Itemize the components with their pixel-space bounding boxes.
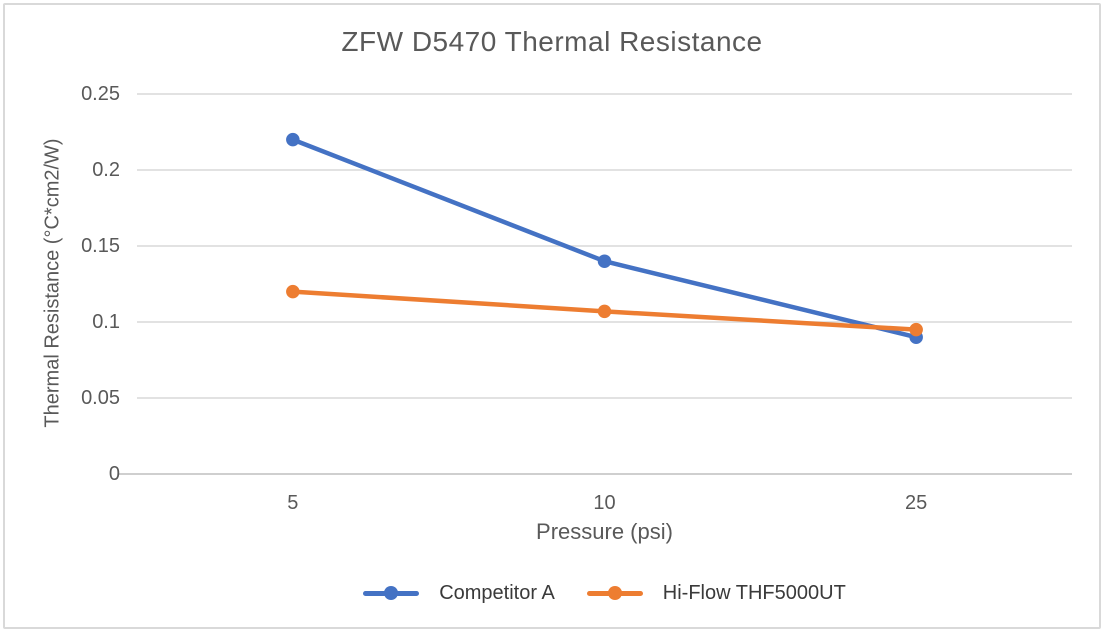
y-tick-label: 0.1	[92, 311, 120, 333]
data-point-series-0	[597, 254, 612, 268]
data-point-series-1	[909, 322, 923, 337]
x-tick-label: 10	[593, 492, 616, 514]
y-tick-label: 0.15	[81, 235, 120, 257]
legend-dot-icon	[384, 586, 399, 600]
chart-title: ZFW D5470 Thermal Resistance	[341, 26, 763, 57]
x-tick-label: 25	[905, 492, 928, 514]
legend-dot-icon	[607, 586, 622, 600]
legend: Competitor A Hi-Flow THF5000UT	[137, 578, 1072, 608]
legend-item-0: Competitor A	[363, 582, 555, 605]
legend-item-1: Hi-Flow THF5000UT	[586, 581, 846, 605]
y-tick-label: 0.25	[81, 83, 120, 105]
data-point-series-0	[286, 132, 300, 147]
legend-label: Competitor A	[439, 581, 555, 604]
y-tick-label: 0	[108, 463, 120, 485]
x-axis-title: Pressure (psi)	[536, 519, 673, 544]
legend-marker-icon	[363, 586, 420, 600]
y-tick-label: 0.05	[81, 387, 120, 409]
y-tick-label: 0.2	[92, 159, 120, 181]
legend-label: Hi-Flow THF5000UT	[662, 581, 846, 604]
legend-marker-icon	[586, 586, 643, 600]
x-tick-label: 5	[287, 492, 299, 514]
y-axis-title: Thermal Resistance (°C*cm2/W)	[41, 138, 64, 428]
data-point-series-1	[286, 284, 300, 299]
chart-frame	[3, 3, 1101, 629]
data-point-series-1	[597, 304, 612, 319]
